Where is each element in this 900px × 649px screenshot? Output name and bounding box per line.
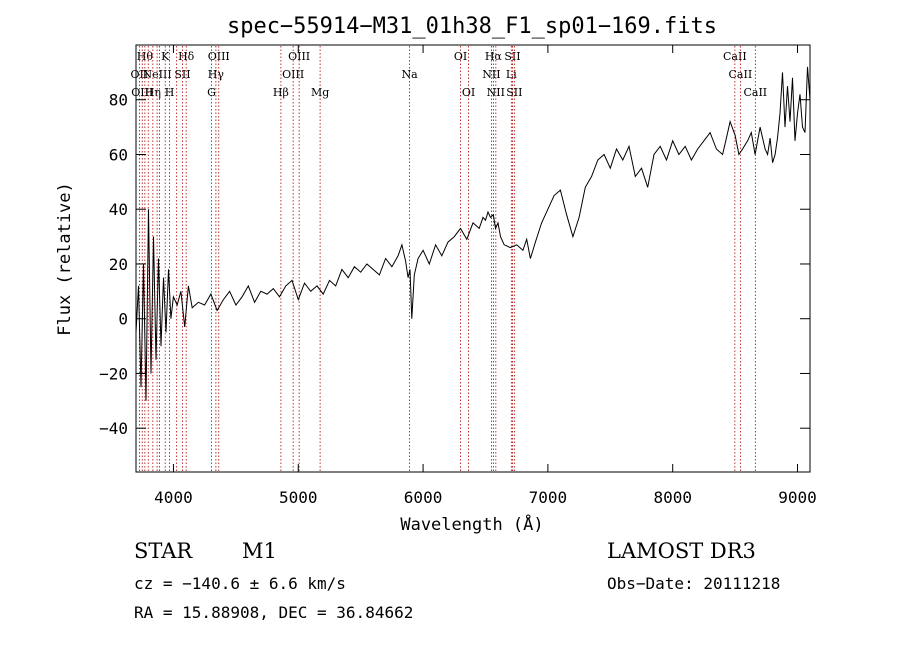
- line-marker-label: Li: [506, 68, 517, 81]
- line-marker-label: CaII: [729, 68, 753, 81]
- line-marker-label: Hθ: [137, 50, 154, 63]
- object-subclass: M1: [242, 539, 277, 563]
- line-marker-label: NII: [482, 68, 500, 81]
- axis-ticks: 4000 5000 6000 7000 8000 9000 −40 −20 0 20 40 60 80: [99, 45, 817, 507]
- line-marker-label: Na: [402, 68, 419, 81]
- chart-title: spec−55914−M31_01h38_F1_sp01−169.fits: [227, 14, 717, 39]
- y-tick-label: −20: [99, 364, 128, 383]
- line-marker-label: Hβ: [273, 86, 289, 99]
- y-tick-label: 60: [109, 145, 128, 164]
- line-marker-label: OIII: [208, 50, 230, 63]
- line-marker-label: Hγ: [208, 68, 225, 81]
- line-marker-label: OIII: [282, 68, 304, 81]
- flux-series-line: [136, 67, 810, 401]
- line-markers: OIIOIIIHθHηNeIIIKHSIIHδGHγOIIIHβOIIIOIII…: [131, 46, 768, 471]
- y-axis-label: Flux (relative): [55, 182, 75, 336]
- line-marker-label: OIII: [288, 50, 310, 63]
- plot-frame: [136, 45, 810, 472]
- line-marker-label: OI: [454, 50, 467, 63]
- x-tick-label: 7000: [529, 488, 568, 507]
- y-tick-label: −40: [99, 419, 128, 438]
- y-tick-label: 20: [109, 255, 128, 274]
- line-marker-label: SII: [504, 50, 520, 63]
- x-tick-label: 4000: [154, 488, 193, 507]
- line-marker-label: CaII: [723, 50, 747, 63]
- line-marker-label: Hδ: [178, 50, 195, 63]
- x-tick-label: 9000: [778, 488, 817, 507]
- y-tick-label: 0: [118, 310, 128, 329]
- line-marker-label: Mg: [311, 86, 329, 99]
- x-tick-label: 8000: [653, 488, 692, 507]
- line-marker-label: SII: [174, 68, 190, 81]
- x-tick-label: 6000: [404, 488, 443, 507]
- series-layer: [136, 67, 810, 401]
- line-marker-label: NeIII: [143, 68, 172, 81]
- coordinates: RA = 15.88908, DEC = 36.84662: [134, 603, 413, 622]
- line-marker-label: Hα: [485, 50, 503, 63]
- object-type: STAR: [134, 539, 192, 563]
- line-marker-label: K: [161, 50, 170, 63]
- y-tick-label: 80: [109, 91, 128, 110]
- x-tick-label: 5000: [279, 488, 318, 507]
- line-marker-label: SII: [506, 86, 522, 99]
- line-marker-label: CaII: [743, 86, 767, 99]
- obs-date: Obs−Date: 20111218: [607, 574, 780, 593]
- line-marker-label: G: [207, 86, 216, 99]
- x-axis-label: Wavelength (Å): [400, 513, 543, 535]
- survey-name: LAMOST DR3: [607, 539, 756, 563]
- redshift-value: cz = −140.6 ± 6.6 km/s: [134, 574, 346, 593]
- line-marker-label: Hη: [145, 86, 161, 99]
- line-marker-label: NII: [487, 86, 505, 99]
- line-marker-label: OI: [462, 86, 475, 99]
- line-marker-label: H: [165, 86, 175, 99]
- y-tick-label: 40: [109, 200, 128, 219]
